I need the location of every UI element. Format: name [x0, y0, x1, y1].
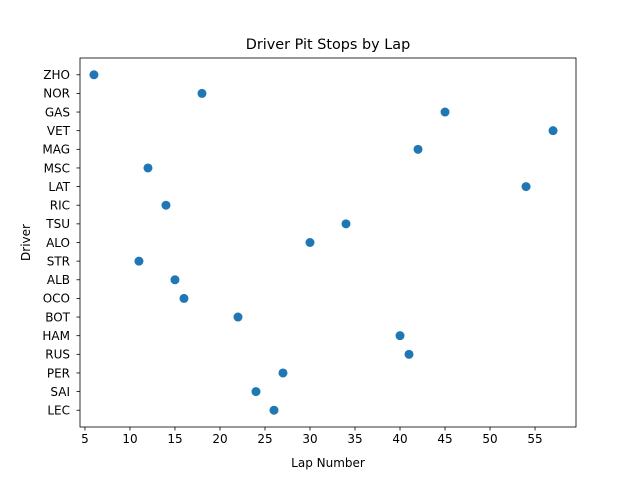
y-tick-label: MSC	[44, 161, 70, 175]
data-point-nor	[197, 88, 207, 98]
x-tick-label: 50	[482, 432, 497, 446]
data-point-zho	[89, 70, 99, 80]
y-tick-label: GAS	[45, 105, 70, 119]
x-tick-label: 35	[347, 432, 362, 446]
data-point-str	[134, 256, 144, 266]
y-tick-label: RUS	[45, 348, 70, 362]
y-tick-label: BOT	[45, 310, 70, 324]
y-tick-label: PER	[47, 366, 70, 380]
y-tick-label: TSU	[45, 217, 70, 231]
plot-frame	[79, 57, 577, 428]
data-point-ric	[161, 200, 171, 210]
y-tick-label: HAM	[42, 329, 70, 343]
chart-title: Driver Pit Stops by Lap	[246, 37, 410, 53]
y-tick-label: SAI	[50, 385, 70, 399]
data-points	[89, 70, 558, 415]
y-tick-label: LAT	[48, 180, 70, 194]
x-axis-ticks: 5 10 15 20 25 30 35 40 45 50 55	[81, 427, 543, 446]
data-point-gas	[440, 107, 450, 117]
y-tick-label: LEC	[47, 404, 70, 418]
x-tick-label: 30	[302, 432, 317, 446]
x-tick-label: 55	[527, 432, 542, 446]
data-point-ham	[395, 331, 405, 341]
x-tick-label: 20	[212, 432, 227, 446]
x-tick-label: 45	[437, 432, 452, 446]
data-point-rus	[404, 349, 414, 359]
y-tick-label: NOR	[43, 87, 70, 101]
data-point-lec	[269, 405, 279, 415]
x-axis-label: Lap Number	[291, 456, 365, 470]
y-tick-label: OCO	[43, 292, 70, 306]
x-tick-label: 15	[167, 432, 182, 446]
data-point-alo	[305, 238, 315, 247]
y-axis-label: Driver	[19, 224, 33, 261]
data-point-bot	[233, 312, 243, 322]
data-point-lat	[521, 182, 531, 192]
y-tick-label: MAG	[42, 143, 70, 157]
data-point-alb	[170, 275, 180, 285]
y-tick-label: VET	[47, 124, 71, 138]
x-tick-label: 40	[392, 432, 407, 446]
data-point-per	[278, 368, 288, 378]
data-point-tsu	[341, 219, 351, 229]
data-point-mag	[413, 144, 423, 154]
y-tick-label: STR	[47, 254, 70, 268]
data-point-oco	[179, 293, 189, 303]
x-tick-label: 25	[257, 432, 272, 446]
y-tick-label: ALO	[46, 236, 70, 250]
data-point-vet	[548, 126, 558, 136]
data-point-msc	[143, 163, 153, 173]
y-tick-label: ALB	[47, 273, 70, 287]
y-axis-ticks: LEC SAI PER RUS HAM BOT OCO ALB STR ALO TSU RIC LAT M…	[42, 68, 80, 418]
y-tick-label: ZHO	[43, 68, 70, 82]
x-tick-label: 5	[81, 432, 89, 446]
y-tick-label: RIC	[50, 199, 70, 213]
x-tick-label: 10	[122, 432, 137, 446]
data-point-sai	[251, 387, 261, 397]
